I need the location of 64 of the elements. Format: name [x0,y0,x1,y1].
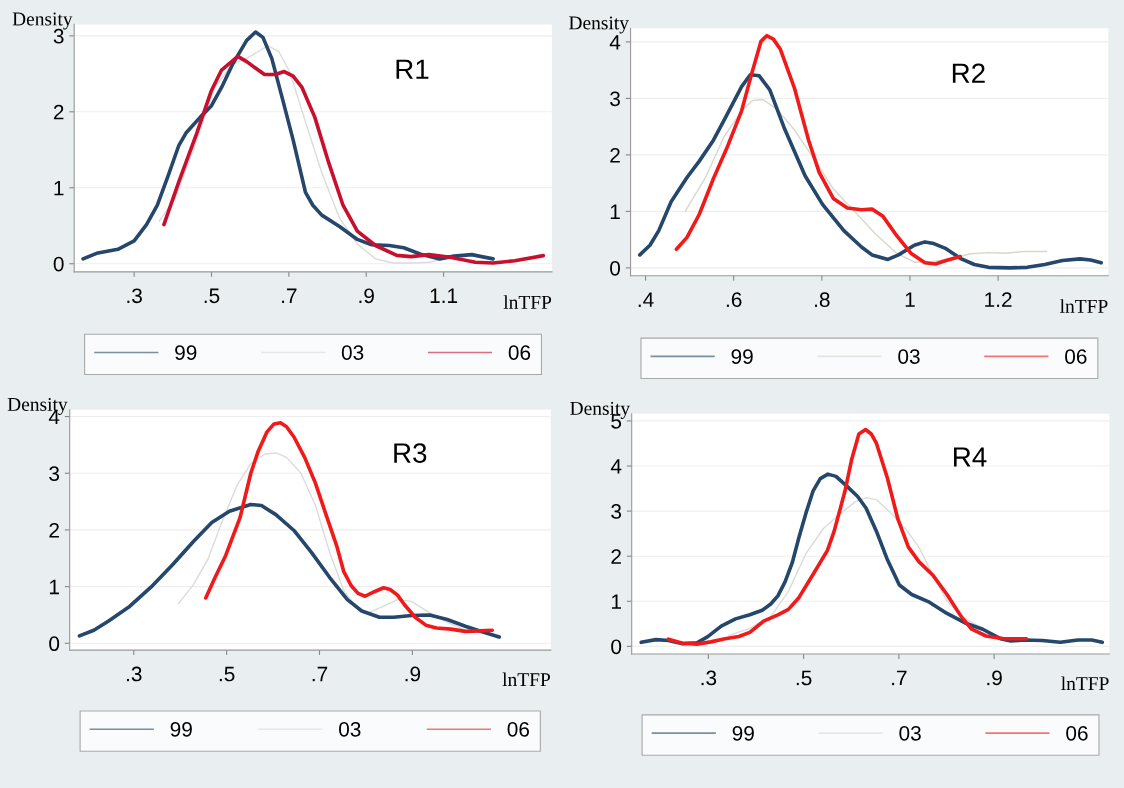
y-tick-label: 2 [610,147,620,163]
y-tick-label: 3 [610,91,620,107]
y-tick-label: 3 [611,504,622,519]
legend-label: 99 [170,721,192,737]
y-axis-title: Density [569,16,629,34]
annotation: R2 [952,63,985,83]
legend-label: 03 [339,721,361,737]
legend-label: 99 [731,349,753,364]
x-tick-label: .9 [405,666,421,682]
x-tick-label: .3 [126,666,142,682]
x-tick-label: .7 [312,666,328,682]
x-axis-title: lnTFP [1061,676,1109,690]
y-tick-label: 0 [611,639,622,655]
y-tick-label: 1 [611,594,621,609]
annotation: R3 [394,443,427,463]
y-axis-title: Density [12,12,73,30]
y-tick-label: 1 [54,180,64,196]
y-tick-label: 1 [49,579,59,595]
legend-label: 06 [507,721,530,737]
x-tick-label: .3 [701,670,717,686]
annotation: R4 [954,447,987,467]
x-tick-label: .7 [892,670,907,686]
x-tick-label: .3 [127,288,142,304]
line-series [162,54,546,265]
x-tick-label: 1.2 [985,292,1012,307]
y-tick-label: 0 [53,256,64,272]
x-tick-label: .9 [359,288,374,304]
legend-label: 06 [508,345,531,360]
annotation: R1 [396,59,429,79]
x-tick-label: .5 [204,288,220,304]
x-axis-title: lnTFP [1060,299,1108,313]
legend-label: 03 [899,725,921,741]
x-tick-label: .6 [726,292,742,308]
x-axis-title: lnTFP [502,672,550,687]
x-tick-label: .5 [219,666,235,682]
x-tick-label: .8 [815,292,830,308]
y-tick-label: 2 [611,549,621,564]
y-tick-label: 0 [610,260,621,276]
line-series [81,30,495,261]
x-tick-label: 1 [905,292,915,307]
y-tick-label: 2 [53,104,64,120]
x-tick-label: .4 [638,292,654,307]
legend-label: 99 [732,725,754,741]
legend-label: 03 [898,349,920,364]
y-tick-label: 1 [610,204,620,219]
x-tick-label: 1.1 [430,288,458,303]
line-series [684,98,1048,263]
legend-label: 06 [1065,349,1087,364]
line-series [77,502,502,639]
line-series [203,420,495,634]
y-tick-label: 2 [49,522,59,538]
x-axis-title: lnTFP [503,295,552,309]
y-tick-label: 3 [49,466,60,481]
y-tick-label: 4 [609,35,621,50]
x-tick-label: .5 [796,670,812,686]
legend-label: 99 [175,345,197,360]
legend-label: 03 [341,345,364,360]
x-tick-label: .7 [282,288,297,303]
x-tick-label: .9 [987,670,1002,686]
y-tick-label: 3 [53,28,64,44]
y-tick-label: 4 [610,459,622,474]
y-tick-label: 0 [49,636,60,652]
line-series [666,427,1029,646]
legend-label: 06 [1066,725,1088,741]
